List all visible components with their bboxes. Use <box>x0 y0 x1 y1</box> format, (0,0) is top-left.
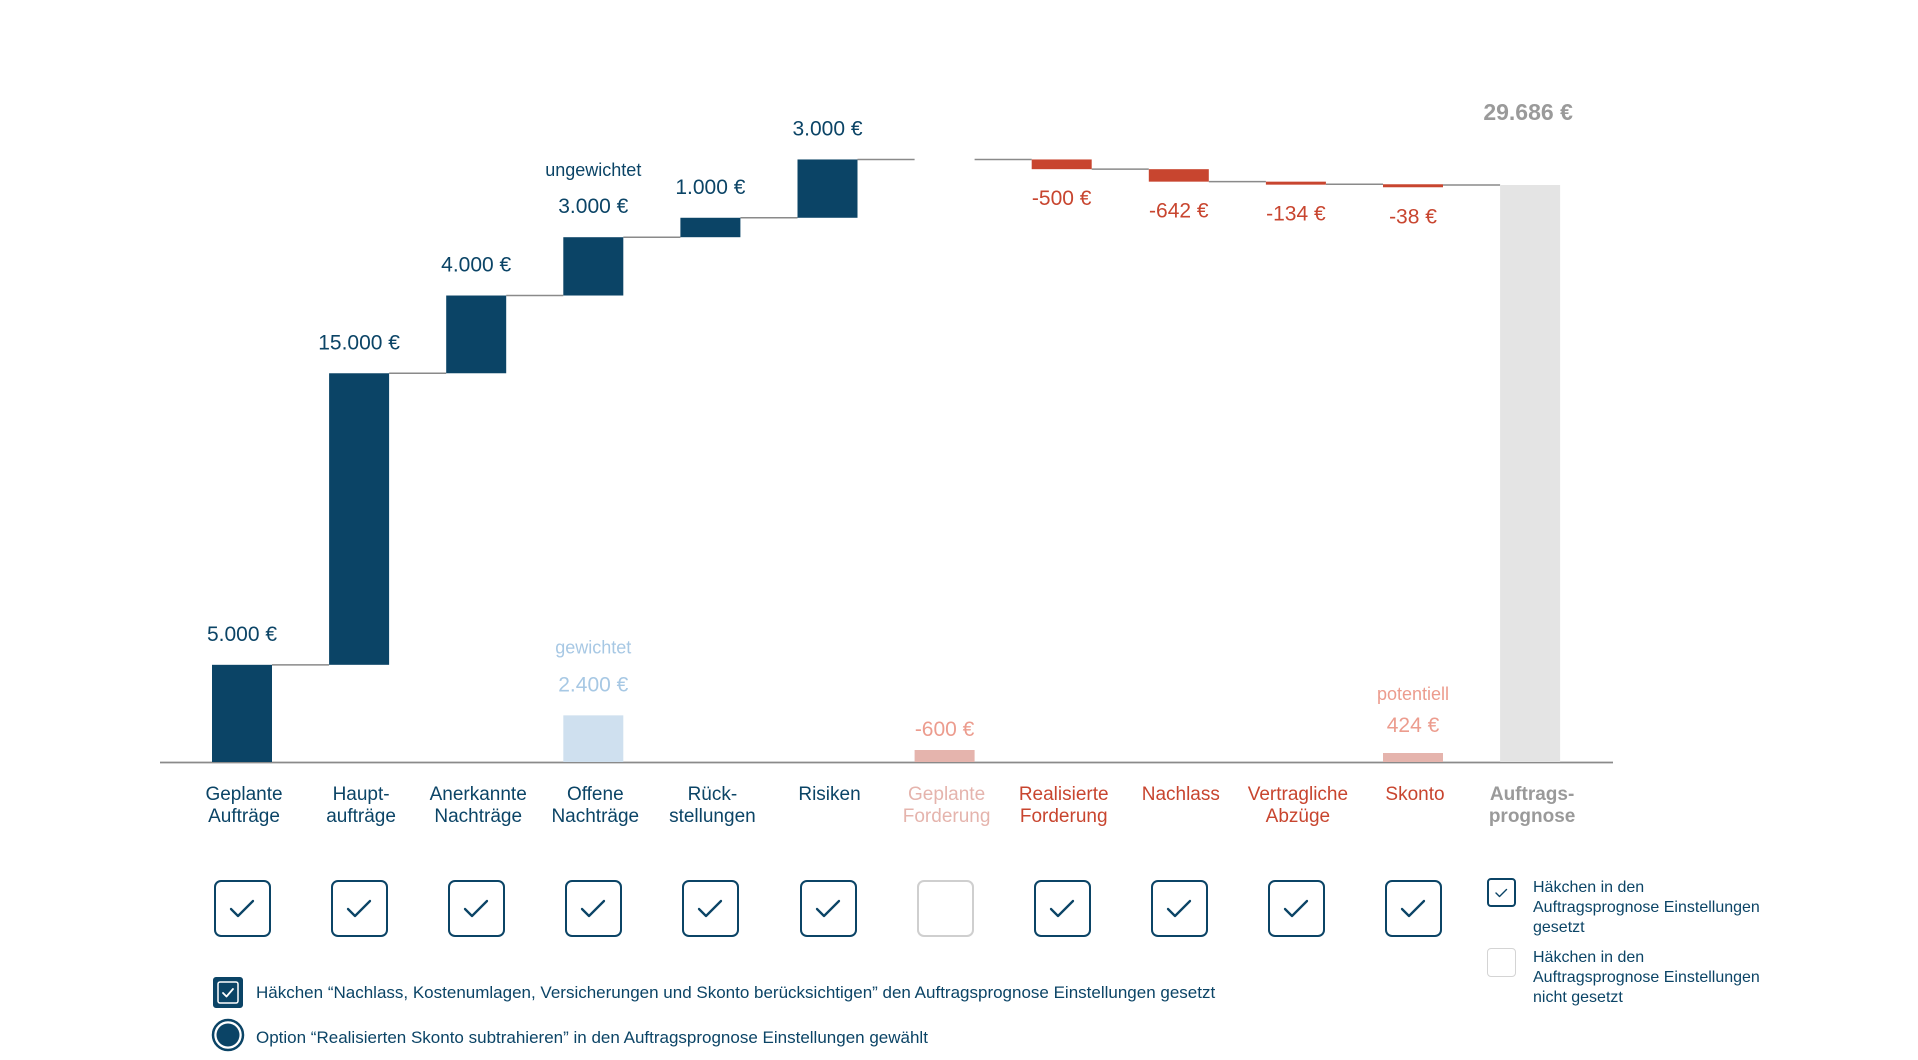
checkmark-icon <box>346 899 372 918</box>
category-label: Abzüge <box>1266 806 1330 827</box>
alt-value-label: -600 € <box>915 718 975 741</box>
category-label: prognose <box>1489 806 1576 827</box>
category-label: Skonto <box>1385 784 1444 805</box>
checkmark-icon <box>815 899 840 918</box>
legend-checked-checkbox <box>1487 878 1516 907</box>
category-label: stellungen <box>669 806 756 827</box>
category-label: Nachträge <box>434 806 522 827</box>
bar-value-label: 3.000 € <box>558 195 628 218</box>
increase-bar <box>563 237 624 296</box>
bar-value-label: -134 € <box>1266 203 1326 226</box>
legend-unchecked-text: Häkchen in den Auftragsprognose Einstell… <box>1533 949 1760 1006</box>
alt-bar <box>563 715 624 762</box>
category-label: Haupt- <box>333 784 390 805</box>
total-bar <box>1500 185 1561 762</box>
step-checkbox[interactable] <box>448 880 506 937</box>
increase-bar <box>797 159 858 218</box>
nachlass-note-text: Häkchen “Nachlass, Kostenumlagen, Versic… <box>256 983 1216 1002</box>
decrease-bar <box>1383 184 1443 188</box>
step-checkbox[interactable] <box>331 880 389 937</box>
alt-bar <box>914 750 975 762</box>
checkmark-icon <box>1283 899 1309 918</box>
bar-value-label: 3.000 € <box>792 117 862 140</box>
category-label: Vertragliche <box>1248 784 1348 805</box>
alt-value-label: 424 € <box>1387 714 1440 737</box>
legend-unchecked-checkbox <box>1487 948 1516 977</box>
step-checkbox[interactable] <box>565 880 623 937</box>
checkmark-icon <box>229 899 255 918</box>
increase-bar <box>680 217 741 238</box>
category-label: aufträge <box>326 806 396 827</box>
category-label: Geplante <box>205 784 282 805</box>
category-label: Realisierte <box>1019 784 1109 805</box>
step-checkbox[interactable] <box>799 880 857 937</box>
step-checkbox[interactable] <box>916 880 974 937</box>
category-label: Auftrags- <box>1490 784 1574 805</box>
category-label: Nachträge <box>551 806 639 827</box>
bar-value-label: -642 € <box>1149 200 1209 223</box>
category-label: Nachlass <box>1142 784 1220 805</box>
checkmark-icon <box>464 899 489 918</box>
bar-value-label: -38 € <box>1389 205 1437 228</box>
bar-value-label: 5.000 € <box>207 623 277 646</box>
checkmark-icon <box>1049 899 1074 918</box>
checked-filled-checkbox <box>213 977 243 1008</box>
step-checkbox[interactable] <box>214 880 271 937</box>
category-label: Risiken <box>798 784 860 805</box>
radio-selected-icon <box>211 1018 245 1052</box>
legend-checked-text: Häkchen in den Auftragsprognose Einstell… <box>1533 879 1760 936</box>
step-checkbox[interactable] <box>1267 880 1325 937</box>
bar-value-label: 4.000 € <box>441 254 511 277</box>
checkmark-icon <box>698 899 723 918</box>
increase-bar <box>446 295 507 374</box>
total-value-label: 29.686 € <box>1483 99 1573 125</box>
increase-bar <box>329 373 390 665</box>
step-checkbox[interactable] <box>1385 880 1442 937</box>
checkmark-icon <box>1400 899 1426 918</box>
category-label: Forderung <box>903 806 991 827</box>
category-label: Geplante <box>908 784 985 805</box>
alt-note-label: potentiell <box>1377 684 1449 704</box>
skonto-note-text: Option “Realisierten Skonto subtrahieren… <box>256 1028 928 1047</box>
decrease-bar <box>1265 181 1326 185</box>
alt-bar <box>1383 753 1443 762</box>
category-label: Anerkannte <box>430 784 527 805</box>
increase-bar <box>212 664 272 762</box>
bar-value-label: 15.000 € <box>318 331 400 354</box>
bar-note-label: ungewichtet <box>545 160 641 180</box>
alt-value-label: 2.400 € <box>558 673 628 696</box>
checkmark-icon <box>1166 899 1191 918</box>
category-label: Forderung <box>1020 806 1108 827</box>
step-checkbox[interactable] <box>682 880 740 937</box>
category-label: Aufträge <box>208 806 280 827</box>
category-label: Offene <box>567 784 624 805</box>
decrease-bar <box>1148 169 1209 182</box>
step-checkbox[interactable] <box>1033 880 1091 937</box>
step-checkbox[interactable] <box>1150 880 1208 937</box>
decrease-bar <box>1031 159 1092 170</box>
bar-value-label: 1.000 € <box>675 176 745 199</box>
bar-value-label: -500 € <box>1032 187 1092 210</box>
category-label: Rück- <box>688 784 738 805</box>
checkmark-icon <box>581 899 606 918</box>
alt-note-label: gewichtet <box>555 637 631 657</box>
